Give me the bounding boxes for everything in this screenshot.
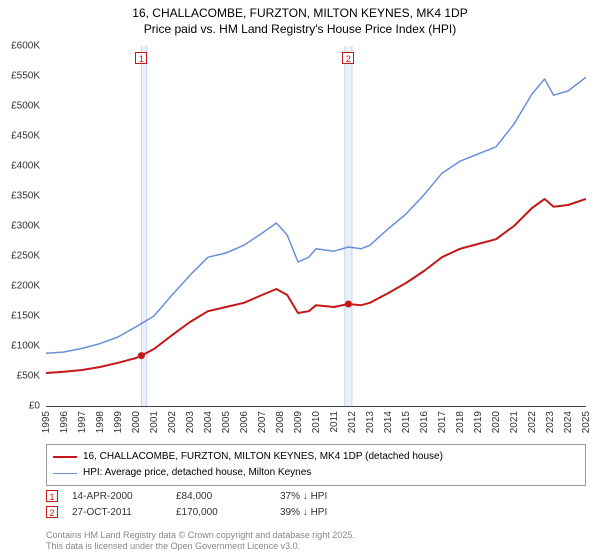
x-tick-label: 2008 bbox=[275, 411, 286, 433]
y-tick-label: £400K bbox=[0, 161, 40, 172]
series-hpi bbox=[46, 77, 586, 353]
x-tick-label: 2011 bbox=[329, 411, 340, 433]
x-tick-label: 2017 bbox=[437, 411, 448, 433]
x-tick-label: 2014 bbox=[383, 411, 394, 433]
chart-container: 16, CHALLACOMBE, FURZTON, MILTON KEYNES,… bbox=[0, 0, 600, 560]
x-tick-label: 2012 bbox=[347, 411, 358, 433]
y-tick-label: £300K bbox=[0, 221, 40, 232]
x-tick-label: 2006 bbox=[239, 411, 250, 433]
x-tick-label: 2019 bbox=[473, 411, 484, 433]
title-line-1: 16, CHALLACOMBE, FURZTON, MILTON KEYNES,… bbox=[0, 6, 600, 22]
x-tick-label: 1998 bbox=[95, 411, 106, 433]
x-tick-label: 2001 bbox=[149, 411, 160, 433]
y-tick-label: £0 bbox=[0, 401, 40, 412]
x-tick-label: 2000 bbox=[131, 411, 142, 433]
sales-table: 1 14-APR-2000 £84,000 37% ↓ HPI 2 27-OCT… bbox=[46, 488, 586, 520]
legend-label: HPI: Average price, detached house, Milt… bbox=[83, 465, 311, 481]
x-tick-label: 2015 bbox=[401, 411, 412, 433]
chart-marker-2: 2 bbox=[342, 52, 354, 64]
sale-price: £170,000 bbox=[176, 507, 266, 518]
y-tick-label: £500K bbox=[0, 101, 40, 112]
sale-date: 27-OCT-2011 bbox=[72, 507, 162, 518]
x-tick-label: 2013 bbox=[365, 411, 376, 433]
legend-row: 16, CHALLACOMBE, FURZTON, MILTON KEYNES,… bbox=[53, 449, 579, 465]
footer-line-2: This data is licensed under the Open Gov… bbox=[46, 541, 586, 552]
y-tick-label: £350K bbox=[0, 191, 40, 202]
table-row: 1 14-APR-2000 £84,000 37% ↓ HPI bbox=[46, 488, 586, 504]
title-block: 16, CHALLACOMBE, FURZTON, MILTON KEYNES,… bbox=[0, 0, 600, 37]
sale-vs-hpi: 37% ↓ HPI bbox=[280, 491, 370, 502]
x-tick-label: 1995 bbox=[41, 411, 52, 433]
chart-marker-1: 1 bbox=[135, 52, 147, 64]
chart-svg bbox=[46, 46, 586, 406]
sale-marker-icon: 2 bbox=[46, 506, 58, 518]
x-tick-label: 2023 bbox=[545, 411, 556, 433]
legend-box: 16, CHALLACOMBE, FURZTON, MILTON KEYNES,… bbox=[46, 444, 586, 486]
x-tick-label: 2022 bbox=[527, 411, 538, 433]
x-tick-label: 2003 bbox=[185, 411, 196, 433]
x-tick-label: 1996 bbox=[59, 411, 70, 433]
x-tick-label: 2025 bbox=[581, 411, 592, 433]
title-line-2: Price paid vs. HM Land Registry's House … bbox=[0, 22, 600, 38]
x-tick-label: 2010 bbox=[311, 411, 322, 433]
y-tick-label: £150K bbox=[0, 311, 40, 322]
x-tick-label: 2005 bbox=[221, 411, 232, 433]
x-tick-label: 2016 bbox=[419, 411, 430, 433]
y-tick-label: £250K bbox=[0, 251, 40, 262]
sale-price: £84,000 bbox=[176, 491, 266, 502]
x-tick-label: 1997 bbox=[77, 411, 88, 433]
x-tick-label: 2020 bbox=[491, 411, 502, 433]
y-tick-label: £600K bbox=[0, 41, 40, 52]
y-tick-label: £450K bbox=[0, 131, 40, 142]
x-tick-label: 2018 bbox=[455, 411, 466, 433]
chart-plot-area bbox=[46, 46, 586, 407]
x-tick-label: 2007 bbox=[257, 411, 268, 433]
x-tick-label: 2004 bbox=[203, 411, 214, 433]
sale-vs-hpi: 39% ↓ HPI bbox=[280, 507, 370, 518]
sale-marker-icon: 1 bbox=[46, 490, 58, 502]
footer: Contains HM Land Registry data © Crown c… bbox=[46, 530, 586, 552]
y-tick-label: £50K bbox=[0, 371, 40, 382]
footer-line-1: Contains HM Land Registry data © Crown c… bbox=[46, 530, 586, 541]
sale-date: 14-APR-2000 bbox=[72, 491, 162, 502]
legend-swatch-price-paid bbox=[53, 456, 77, 458]
series-price_paid bbox=[46, 199, 586, 373]
legend-label: 16, CHALLACOMBE, FURZTON, MILTON KEYNES,… bbox=[83, 449, 443, 465]
y-tick-label: £550K bbox=[0, 71, 40, 82]
legend-swatch-hpi bbox=[53, 473, 77, 474]
table-row: 2 27-OCT-2011 £170,000 39% ↓ HPI bbox=[46, 504, 586, 520]
x-tick-label: 2021 bbox=[509, 411, 520, 433]
x-tick-label: 2009 bbox=[293, 411, 304, 433]
x-tick-label: 2002 bbox=[167, 411, 178, 433]
y-tick-label: £100K bbox=[0, 341, 40, 352]
x-tick-label: 1999 bbox=[113, 411, 124, 433]
legend-row: HPI: Average price, detached house, Milt… bbox=[53, 465, 579, 481]
y-tick-label: £200K bbox=[0, 281, 40, 292]
x-tick-label: 2024 bbox=[563, 411, 574, 433]
